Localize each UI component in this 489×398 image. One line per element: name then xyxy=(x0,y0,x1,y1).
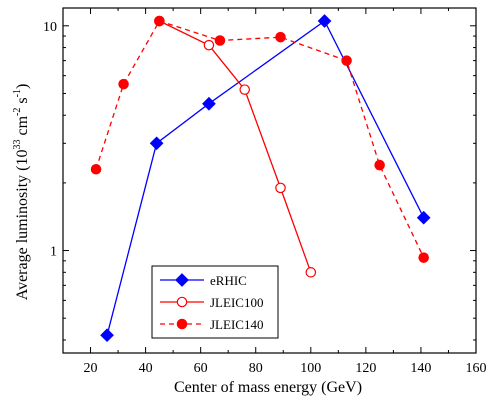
y-axis: 1 10 xyxy=(43,20,476,341)
legend-item: JLEIC100 xyxy=(160,295,263,310)
y-tick-label: 1 xyxy=(50,245,57,260)
data-point xyxy=(90,163,102,175)
data-point xyxy=(203,39,215,51)
plot-area xyxy=(62,7,477,354)
y-axis-title-exp2: -2 xyxy=(12,108,23,116)
legend-label: JLEIC140 xyxy=(210,317,263,332)
data-point xyxy=(305,267,317,278)
legend-item: JLEIC140 xyxy=(160,317,263,332)
y-axis-title: Average luminosity (1033 cm-2 s-1) xyxy=(12,84,31,301)
y-axis-title-exp3: -1 xyxy=(12,89,23,97)
x-tick-label: 60 xyxy=(194,361,208,376)
legend: eRHIC JLEIC100 JLEIC140 xyxy=(151,265,279,339)
series-line xyxy=(159,20,312,273)
data-point xyxy=(317,14,332,28)
data-point xyxy=(416,210,431,225)
data-point xyxy=(149,136,164,151)
y-axis-title-close: ) xyxy=(14,84,31,89)
x-tick-label: 80 xyxy=(249,361,263,376)
plot-border xyxy=(62,7,477,354)
legend-label: JLEIC100 xyxy=(210,295,263,310)
y-tick-label: 10 xyxy=(43,20,57,35)
x-axis-title: Center of mass energy (GeV) xyxy=(174,379,362,396)
series-erhic xyxy=(100,14,431,343)
series-jleic140 xyxy=(90,15,429,263)
x-tick-label: 100 xyxy=(300,361,321,376)
data-point xyxy=(175,273,189,287)
legend-item: eRHIC xyxy=(160,273,247,288)
x-axis: 20 40 60 80 100 120 140 160 xyxy=(62,8,487,376)
data-point xyxy=(176,296,188,308)
x-tick-label: 140 xyxy=(410,361,431,376)
data-point xyxy=(154,15,165,27)
data-point xyxy=(374,159,385,171)
data-point xyxy=(202,96,216,111)
x-tick-label: 160 xyxy=(466,361,487,376)
y-axis-title-main: Average luminosity (10 xyxy=(14,150,31,301)
data-point xyxy=(100,328,114,343)
x-tick-label: 20 xyxy=(84,361,98,376)
x-tick-label: 40 xyxy=(139,361,153,376)
series-layer xyxy=(90,14,431,343)
data-point xyxy=(275,31,286,43)
data-point xyxy=(239,84,251,95)
x-tick-label: 120 xyxy=(355,361,376,376)
data-point xyxy=(418,252,429,263)
y-axis-title-unit: cm xyxy=(14,115,31,139)
legend-label: eRHIC xyxy=(210,273,247,288)
y-axis-title-unit2: s xyxy=(14,97,31,107)
data-point xyxy=(176,318,188,330)
data-point xyxy=(341,55,352,66)
series-line xyxy=(95,20,425,258)
data-point xyxy=(118,78,129,90)
y-axis-title-exp1: 33 xyxy=(12,140,23,150)
data-point xyxy=(214,35,226,46)
series-jleic100 xyxy=(154,15,317,278)
data-point xyxy=(275,182,286,194)
